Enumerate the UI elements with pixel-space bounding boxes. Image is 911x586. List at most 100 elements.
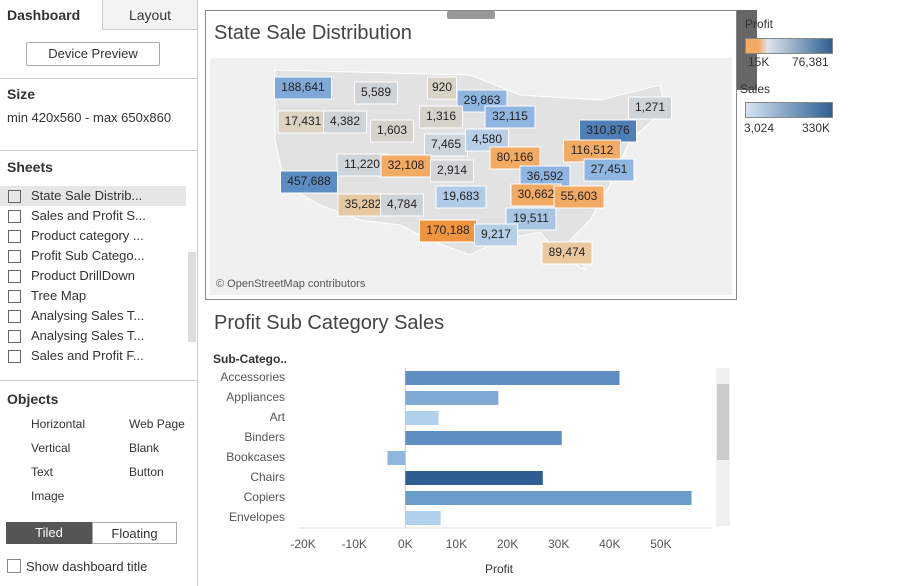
state-label: 2,914 [437, 163, 467, 177]
divider [0, 150, 197, 151]
state [427, 76, 457, 100]
scrollbar[interactable] [716, 368, 730, 526]
object-item[interactable]: Vertical [31, 441, 71, 455]
sheet-item[interactable]: Tree Map [0, 286, 186, 306]
sheet-item[interactable]: Sales and Profit F... [0, 346, 186, 366]
state-label: 170,188 [426, 223, 470, 237]
state-label: 27,451 [591, 162, 628, 176]
x-tick-label: 50K [650, 537, 671, 551]
state [628, 96, 672, 120]
state-label: 9,217 [481, 227, 511, 241]
state [380, 193, 424, 217]
state [553, 185, 605, 209]
y-tick-label: Envelopes [229, 510, 285, 524]
state [541, 241, 593, 265]
state-label: 1,271 [635, 100, 665, 114]
legend-title: Profit [745, 17, 774, 31]
state [583, 158, 635, 182]
y-tick-label: Copiers [244, 490, 285, 504]
x-tick-label: -10K [342, 537, 367, 551]
state-label: 1,603 [377, 123, 407, 137]
state [435, 185, 487, 209]
state [465, 128, 509, 152]
x-tick-label: 0K [398, 537, 413, 551]
legend-title: Sales [740, 82, 771, 96]
y-tick-label: Bookcases [226, 450, 285, 464]
state-label: 4,382 [330, 114, 360, 128]
sheet-item[interactable]: Analysing Sales T... [0, 326, 186, 346]
x-tick-label: 30K [548, 537, 569, 551]
sheet-item[interactable]: Profit Sub Catego... [0, 246, 186, 266]
object-item[interactable]: Web Page [129, 417, 185, 431]
bar [405, 511, 441, 525]
divider [0, 78, 197, 79]
legend-min: 15K [748, 55, 770, 69]
bar [405, 371, 620, 385]
state-label: 920 [432, 80, 452, 94]
chart-title: Profit Sub Category Sales [214, 312, 445, 334]
map-frame [205, 10, 737, 300]
axis-label: Profit [485, 562, 514, 576]
state [474, 223, 518, 247]
state-label: 89,474 [549, 245, 586, 259]
sheet-item[interactable]: Sales and Profit S... [0, 206, 186, 226]
object-item[interactable]: Blank [129, 441, 160, 455]
tab[interactable]: Layout [102, 0, 197, 30]
y-tick-label: Accessories [220, 370, 285, 384]
tab[interactable]: Dashboard [0, 0, 102, 30]
state-label: 36,592 [527, 169, 564, 183]
state-label: 35,282 [345, 197, 382, 211]
dropdown[interactable]: min 420x560 - max 650x860 [7, 110, 172, 125]
button[interactable]: Device Preview [26, 42, 160, 66]
sheet-item[interactable]: Product DrillDown [0, 266, 186, 286]
state-label: 30,662 [518, 187, 555, 201]
toggle[interactable]: Floating [92, 522, 177, 544]
state-label: 11,220 [344, 157, 380, 171]
sheet-item[interactable]: State Sale Distrib... [0, 186, 186, 206]
y-tick-label: Art [270, 410, 286, 424]
state-label: 116,512 [571, 143, 614, 157]
object-item[interactable]: Text [31, 465, 54, 479]
sheet-list: State Sale Distrib... Sales and Profit S.… [0, 186, 186, 366]
y-tick-label: Chairs [250, 470, 285, 484]
bar [405, 491, 692, 505]
sheet-item[interactable]: Analysing Sales T... [0, 306, 186, 326]
map-title: State Sale Distribution [214, 22, 412, 44]
drag-handle[interactable] [447, 11, 495, 19]
legend-min: 3,024 [744, 121, 775, 135]
checkbox[interactable] [7, 559, 21, 573]
bar [405, 391, 499, 405]
state [370, 119, 414, 143]
column-header: Sub-Catego.. [213, 352, 287, 366]
state-label: 17,431 [285, 114, 322, 128]
object-item[interactable]: Button [129, 465, 164, 479]
legend-ramp [745, 38, 833, 54]
state-label: 457,688 [287, 174, 331, 188]
heading: Sheets [7, 159, 53, 175]
object-item[interactable]: Horizontal [31, 417, 86, 431]
legend-max: 330K [802, 121, 831, 135]
sidebar: Dashboard Layout Device Preview Size min… [0, 0, 198, 586]
state-label: 188,641 [281, 80, 325, 94]
state-label: 32,115 [492, 109, 528, 123]
state [323, 110, 367, 134]
bar [405, 411, 439, 425]
x-tick-label: -20K [290, 537, 315, 551]
y-tick-label: Appliances [226, 390, 285, 404]
toggle[interactable]: Tiled [6, 522, 92, 544]
bar [405, 431, 562, 445]
state-label: 29,863 [464, 93, 501, 107]
bar [405, 471, 543, 485]
y-tick-label: Binders [244, 430, 285, 444]
scrollbar[interactable] [188, 252, 196, 342]
state-label: 1,316 [426, 109, 456, 123]
state [430, 159, 474, 183]
sheet-item[interactable]: Product category ... [0, 226, 186, 246]
state [419, 105, 463, 129]
state [489, 146, 541, 170]
attribution: © OpenStreetMap contributors [216, 278, 366, 290]
object-item[interactable]: Image [31, 489, 65, 503]
state-label: 80,166 [497, 150, 534, 164]
